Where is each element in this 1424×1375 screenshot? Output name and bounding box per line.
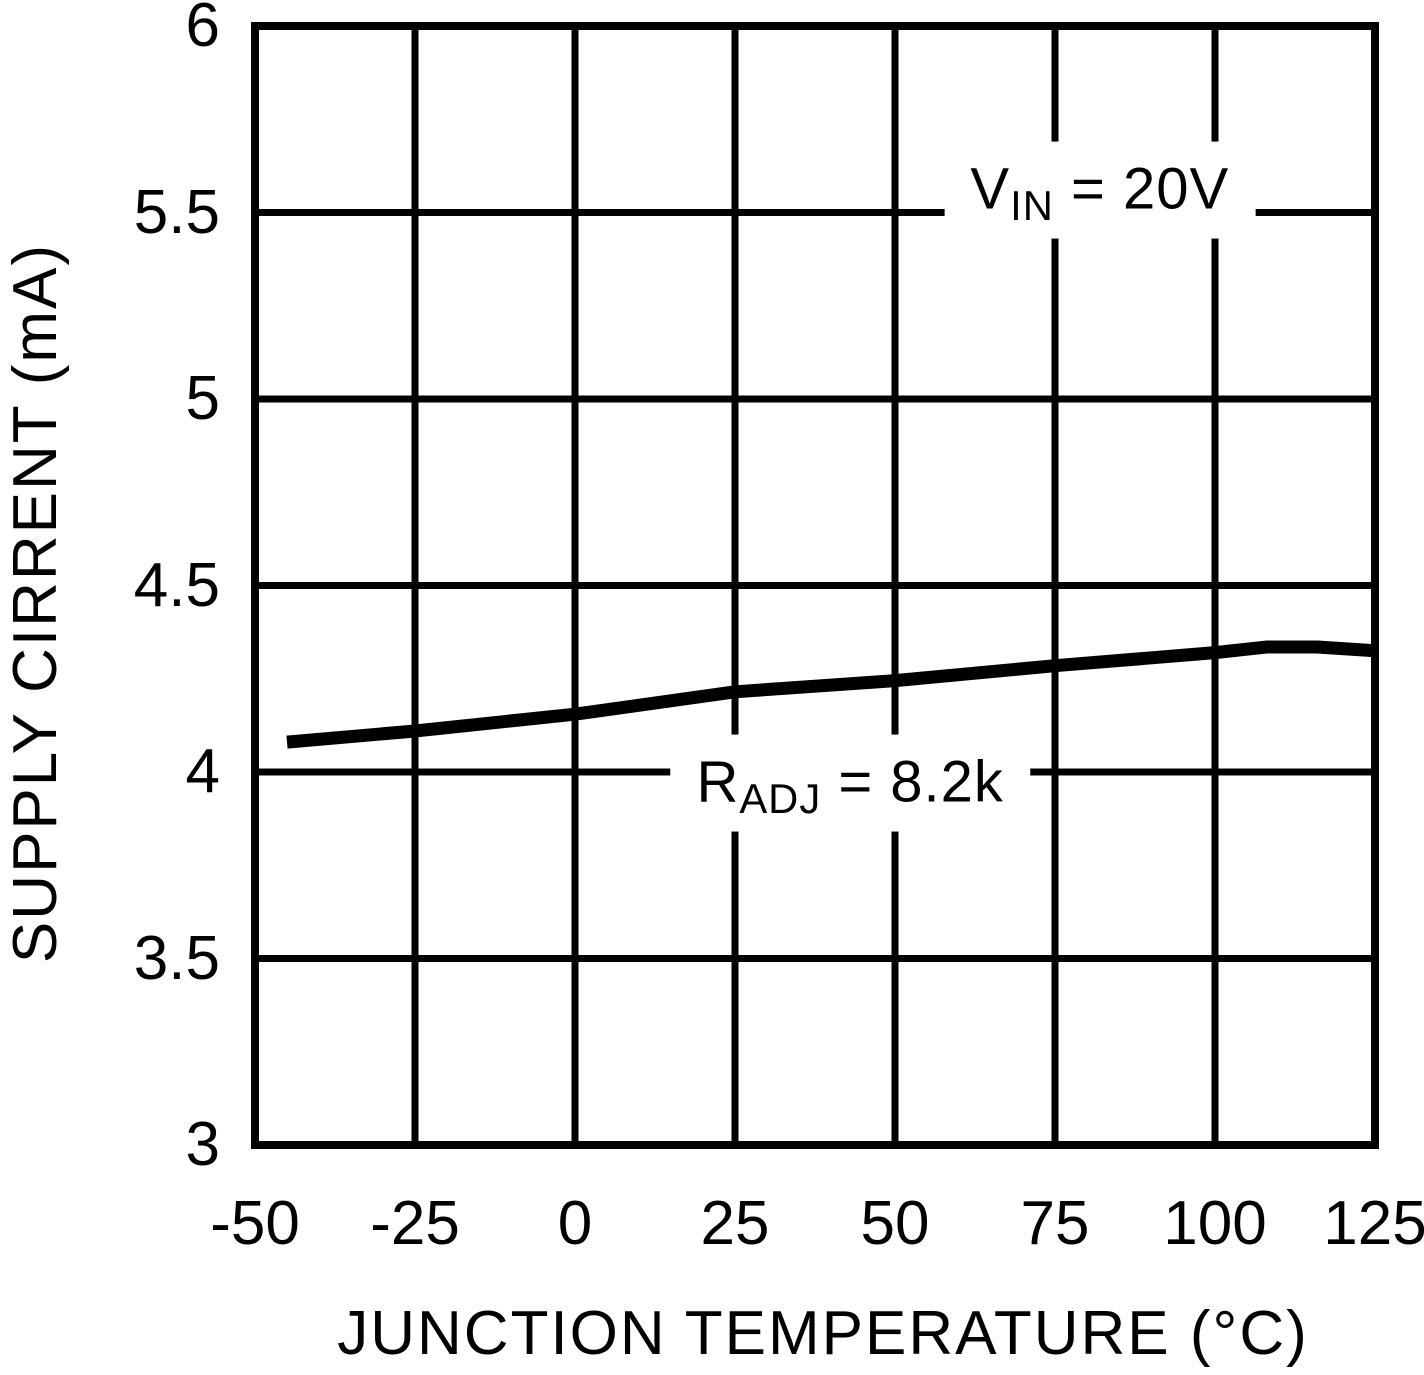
y-axis-title: SUPPLY CIRRENT (mA)	[1, 242, 70, 963]
x-tick-label: -25	[370, 1189, 460, 1258]
annotation-radj-subscript: ADJ	[739, 775, 822, 823]
y-tick-label: 3	[185, 1110, 220, 1179]
annotation-vin-value: = 20V	[1053, 156, 1230, 222]
y-tick-label: 5	[185, 364, 220, 433]
y-tick-label: 4	[185, 737, 220, 806]
y-tick-label: 3.5	[133, 923, 220, 993]
annotation-radj-value: = 8.2k	[821, 749, 1004, 815]
plot-border	[251, 22, 1379, 1149]
x-tick-label: 125	[1323, 1189, 1424, 1258]
x-tick-label: 50	[860, 1189, 930, 1258]
annotation-radj-symbol: R	[696, 749, 740, 815]
x-tick-label: 0	[557, 1189, 593, 1258]
annotation-vin-subscript: IN	[1010, 182, 1054, 230]
x-tick-label: 25	[700, 1189, 770, 1258]
y-tick-label: 6	[185, 0, 220, 60]
annotation-vin-symbol: V	[970, 156, 1011, 222]
x-tick-label: -50	[210, 1189, 300, 1258]
y-tick-label: 4.5	[133, 550, 220, 620]
x-tick-label: 100	[1163, 1189, 1267, 1258]
annotation-radj: RADJ = 8.2k	[670, 734, 1030, 832]
y-tick-label: 5.5	[133, 177, 220, 247]
supply-current-curve	[286, 640, 1376, 749]
x-axis-title: JUNCTION TEMPERATURE (°C)	[337, 1299, 1309, 1368]
annotation-vin: VIN = 20V	[944, 141, 1256, 239]
x-tick-label: 75	[1020, 1189, 1090, 1258]
